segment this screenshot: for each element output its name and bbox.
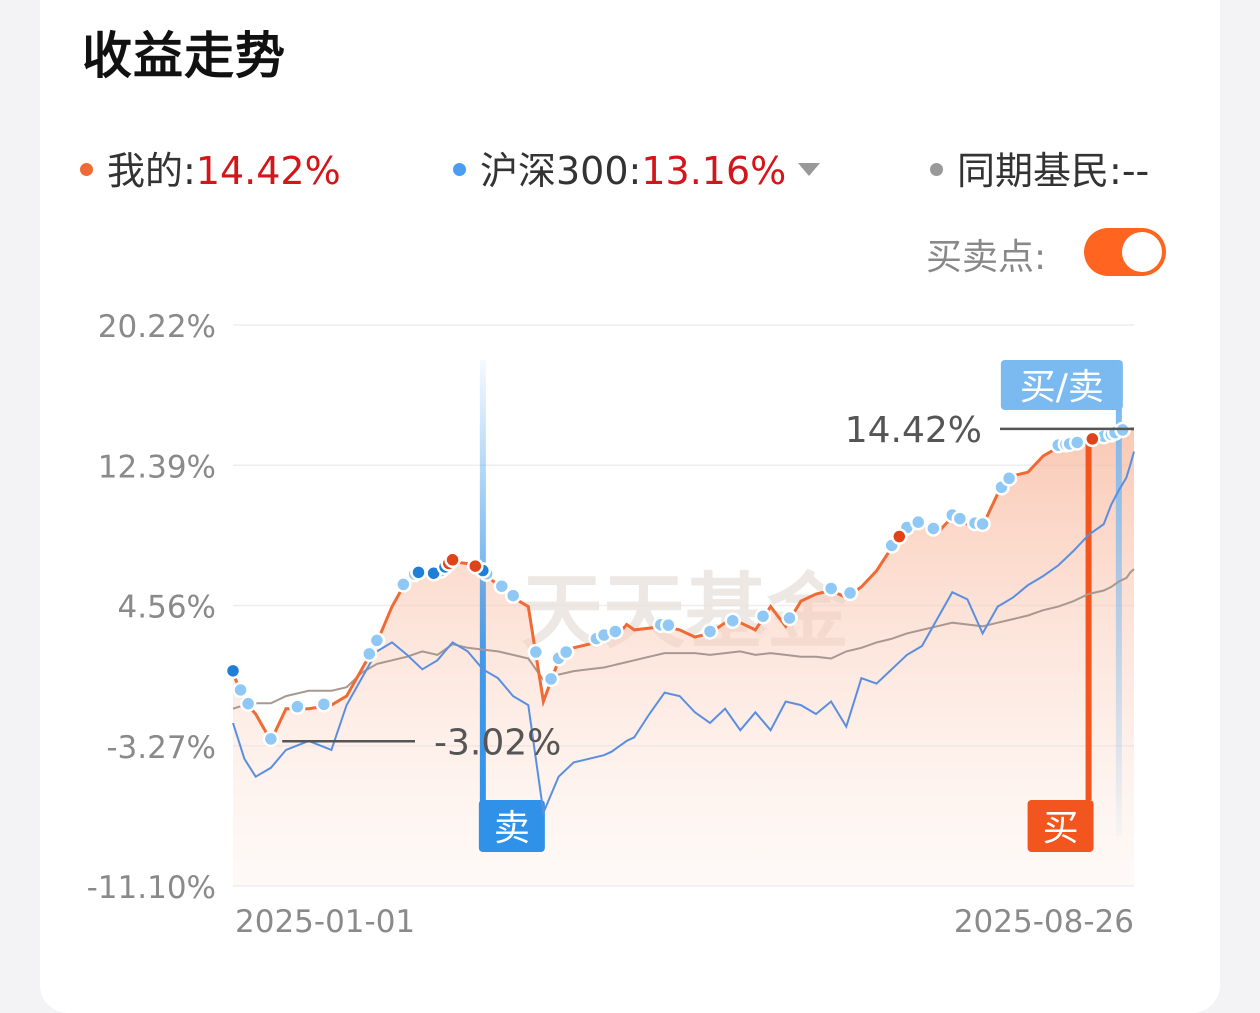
- buy-sell-marker-tag[interactable]: [1000, 360, 1123, 410]
- legend-peers-label: 同期基民:: [957, 149, 1122, 193]
- toggle-knob: [1122, 232, 1162, 272]
- trade-dot[interactable]: [262, 730, 280, 748]
- legend-mine-value: 14.42%: [195, 149, 341, 193]
- index-line: [232, 451, 1135, 817]
- legend-peers-dot: [930, 163, 943, 176]
- max-annotation: 14.42%: [845, 410, 982, 451]
- trade-dot[interactable]: [841, 584, 859, 602]
- trade-dot[interactable]: [239, 695, 257, 712]
- legend-mine: 我的:14.42%: [80, 140, 341, 195]
- legend-index-dot: [453, 163, 466, 176]
- buy-sell-toggle[interactable]: [1084, 228, 1166, 276]
- trade-dot-buy[interactable]: [467, 557, 484, 575]
- sell-marker-tag[interactable]: [478, 800, 545, 852]
- legend-index-label: 沪深300:: [480, 149, 642, 193]
- trade-dot[interactable]: [232, 681, 249, 699]
- trade-dot-sell[interactable]: [224, 662, 242, 680]
- legend-index[interactable]: 沪深300:13.16%: [453, 140, 821, 195]
- legend-index-value: 13.16%: [641, 149, 787, 193]
- dropdown-caret-icon[interactable]: [798, 163, 821, 176]
- trade-dot[interactable]: [1000, 470, 1018, 487]
- trade-dot[interactable]: [951, 510, 969, 527]
- trade-dot[interactable]: [822, 580, 840, 597]
- trade-dot[interactable]: [361, 645, 378, 663]
- trade-dot[interactable]: [504, 587, 522, 604]
- legend-peers-value: --: [1121, 149, 1150, 193]
- y-tick-label: -3.27%: [106, 730, 216, 766]
- trade-dot[interactable]: [974, 515, 991, 533]
- peers-line: [232, 568, 1135, 710]
- trade-dot-buy[interactable]: [891, 528, 908, 545]
- trade-dot[interactable]: [781, 609, 798, 627]
- trade-dot[interactable]: [493, 577, 511, 595]
- trade-dot[interactable]: [925, 520, 942, 537]
- trade-dot[interactable]: [754, 607, 772, 625]
- trade-dot[interactable]: [368, 632, 386, 649]
- buy-sell-label: 买卖点:: [926, 237, 1047, 278]
- page-title: 收益走势: [82, 27, 286, 85]
- trade-dot[interactable]: [724, 612, 741, 629]
- trade-dot-buy[interactable]: [444, 551, 461, 569]
- buy-sell-marker-label: 买/卖: [1020, 367, 1104, 408]
- trade-dot[interactable]: [527, 643, 545, 661]
- buy-marker-label: 买: [1043, 808, 1079, 849]
- trade-dot[interactable]: [607, 623, 624, 640]
- sell-marker-label: 卖: [494, 808, 530, 849]
- trade-dot[interactable]: [1068, 434, 1086, 451]
- x-tick-label: 2025-08-26: [954, 904, 1134, 940]
- y-tick-label: 12.39%: [98, 449, 216, 485]
- trade-dot-buy[interactable]: [1084, 430, 1101, 448]
- y-tick-label: 4.56%: [118, 590, 216, 626]
- legend-peers: 同期基民:--: [930, 140, 1149, 195]
- legend-mine-dot: [80, 163, 93, 176]
- trade-dot[interactable]: [289, 698, 306, 715]
- y-tick-label: 20.22%: [98, 309, 216, 345]
- trade-dot-sell[interactable]: [410, 564, 427, 581]
- trade-dot[interactable]: [909, 513, 927, 531]
- sell-marker-line: [479, 360, 486, 851]
- trade-dot[interactable]: [542, 670, 560, 688]
- buy-marker-line: [1085, 441, 1092, 800]
- x-tick-label: 2025-01-01: [235, 904, 415, 940]
- legend-mine-label: 我的:: [107, 149, 196, 193]
- trade-dot[interactable]: [660, 616, 677, 634]
- trade-dot[interactable]: [315, 696, 333, 713]
- buy-sell-marker-line: [1115, 408, 1122, 836]
- min-annotation: -3.02%: [434, 722, 561, 763]
- trade-dot[interactable]: [557, 643, 575, 661]
- y-tick-label: -11.10%: [87, 870, 216, 906]
- trade-dot[interactable]: [701, 623, 719, 640]
- trade-dot[interactable]: [395, 576, 412, 593]
- buy-marker-tag[interactable]: [1027, 800, 1094, 852]
- mine-area: [233, 428, 1134, 886]
